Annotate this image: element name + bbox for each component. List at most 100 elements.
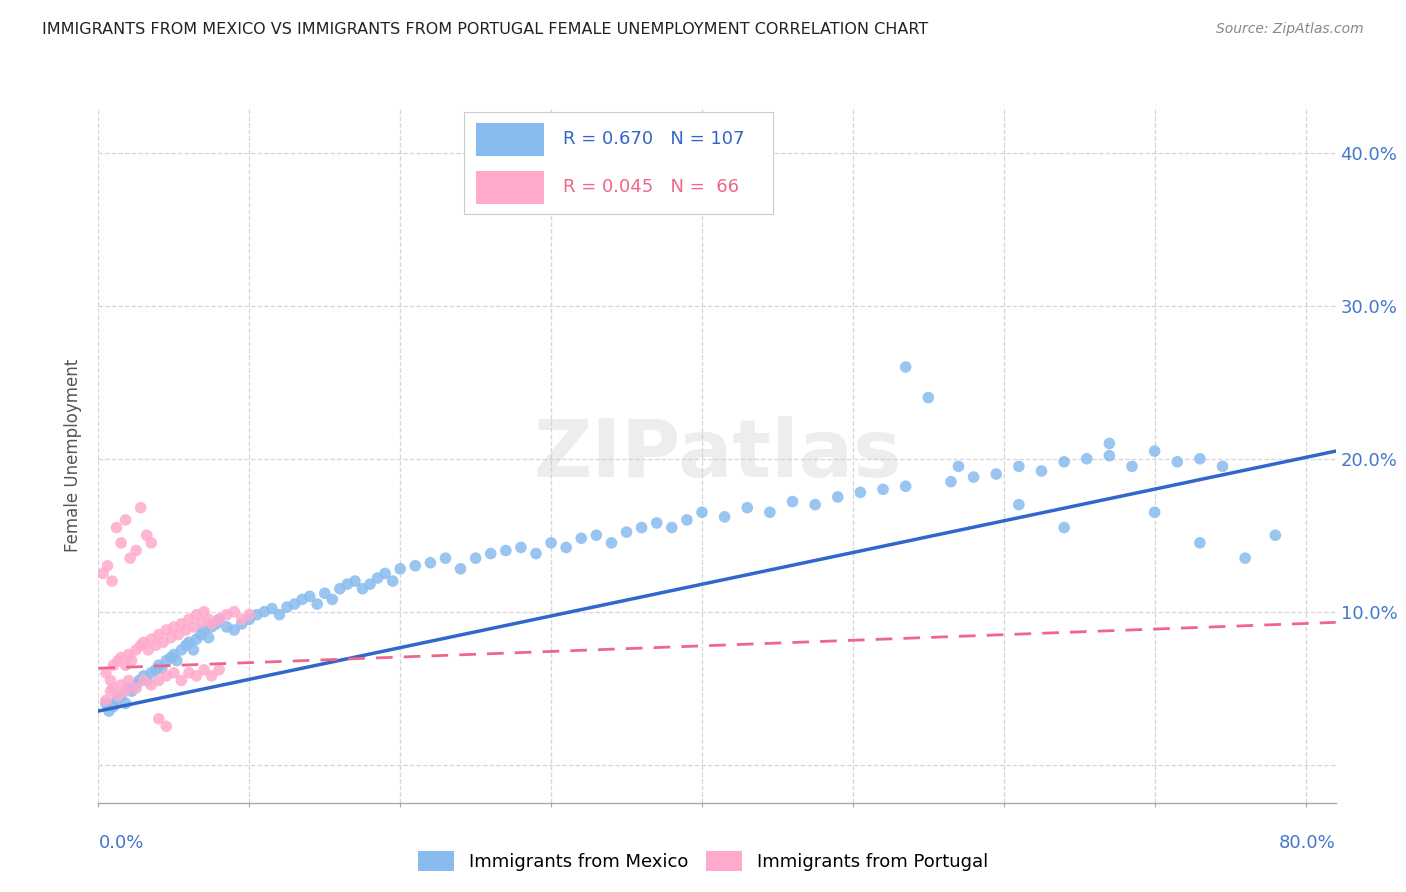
Text: IMMIGRANTS FROM MEXICO VS IMMIGRANTS FROM PORTUGAL FEMALE UNEMPLOYMENT CORRELATI: IMMIGRANTS FROM MEXICO VS IMMIGRANTS FRO… — [42, 22, 928, 37]
Point — [917, 391, 939, 405]
Point — [110, 678, 132, 692]
Text: R = 0.045   N =  66: R = 0.045 N = 66 — [562, 178, 740, 196]
Point — [186, 632, 208, 647]
Point — [148, 627, 170, 641]
Point — [132, 635, 155, 649]
Point — [352, 582, 374, 596]
Point — [114, 513, 136, 527]
Point — [193, 623, 215, 637]
Point — [183, 620, 205, 634]
Point — [616, 525, 638, 540]
Point — [200, 620, 222, 634]
Point — [136, 643, 159, 657]
Point — [117, 673, 139, 688]
Point — [1076, 451, 1098, 466]
Legend: Immigrants from Mexico, Immigrants from Portugal: Immigrants from Mexico, Immigrants from … — [411, 844, 995, 879]
Point — [200, 616, 222, 631]
Point — [948, 459, 970, 474]
Point — [224, 605, 246, 619]
Point — [121, 684, 143, 698]
Point — [524, 547, 547, 561]
Point — [495, 543, 517, 558]
Point — [1031, 464, 1053, 478]
Point — [190, 627, 212, 641]
Text: R = 0.670   N = 107: R = 0.670 N = 107 — [562, 130, 744, 148]
Point — [105, 520, 128, 534]
Point — [782, 494, 804, 508]
Point — [160, 650, 183, 665]
Point — [114, 658, 136, 673]
Point — [100, 684, 122, 698]
Point — [284, 597, 307, 611]
Point — [962, 470, 984, 484]
Point — [1166, 455, 1188, 469]
Point — [170, 673, 193, 688]
Point — [193, 663, 215, 677]
Point — [197, 631, 219, 645]
Point — [125, 543, 148, 558]
Point — [145, 663, 167, 677]
Point — [177, 635, 200, 649]
Point — [381, 574, 404, 588]
Text: Source: ZipAtlas.com: Source: ZipAtlas.com — [1216, 22, 1364, 37]
Point — [163, 648, 186, 662]
Point — [1008, 498, 1031, 512]
Point — [205, 616, 228, 631]
Point — [894, 359, 917, 374]
Point — [224, 623, 246, 637]
Point — [1098, 449, 1121, 463]
Point — [155, 719, 177, 733]
Point — [1053, 520, 1076, 534]
Point — [132, 673, 155, 688]
Point — [91, 566, 114, 581]
Point — [103, 699, 125, 714]
Point — [167, 627, 190, 641]
Y-axis label: Female Unemployment: Female Unemployment — [65, 359, 83, 551]
Point — [110, 689, 132, 703]
Point — [569, 531, 592, 545]
Point — [1143, 505, 1166, 519]
Point — [1264, 528, 1286, 542]
Point — [94, 697, 117, 711]
Point — [190, 615, 212, 630]
Point — [336, 577, 359, 591]
Point — [174, 638, 197, 652]
Point — [141, 678, 163, 692]
Point — [849, 485, 872, 500]
Point — [215, 607, 238, 622]
Point — [120, 551, 142, 566]
Point — [107, 689, 129, 703]
Point — [208, 612, 231, 626]
Point — [160, 631, 183, 645]
Text: 80.0%: 80.0% — [1279, 834, 1336, 852]
Point — [152, 635, 174, 649]
Point — [939, 475, 962, 489]
Point — [132, 669, 155, 683]
Point — [661, 520, 683, 534]
Point — [419, 556, 441, 570]
Point — [238, 607, 260, 622]
Point — [1098, 436, 1121, 450]
Point — [215, 620, 238, 634]
Point — [1188, 536, 1211, 550]
Point — [117, 681, 139, 695]
Point — [101, 574, 124, 588]
Point — [114, 697, 136, 711]
Point — [1143, 444, 1166, 458]
Point — [359, 577, 381, 591]
Point — [197, 612, 219, 626]
Point — [105, 693, 128, 707]
Point — [103, 681, 125, 695]
Point — [540, 536, 562, 550]
Point — [183, 643, 205, 657]
Point — [321, 592, 343, 607]
Point — [374, 566, 396, 581]
Text: ZIPatlas: ZIPatlas — [533, 416, 901, 494]
Point — [231, 616, 253, 631]
Point — [170, 616, 193, 631]
Point — [177, 665, 200, 680]
Point — [1212, 459, 1234, 474]
Point — [986, 467, 1008, 481]
Point — [150, 661, 173, 675]
Point — [103, 658, 125, 673]
